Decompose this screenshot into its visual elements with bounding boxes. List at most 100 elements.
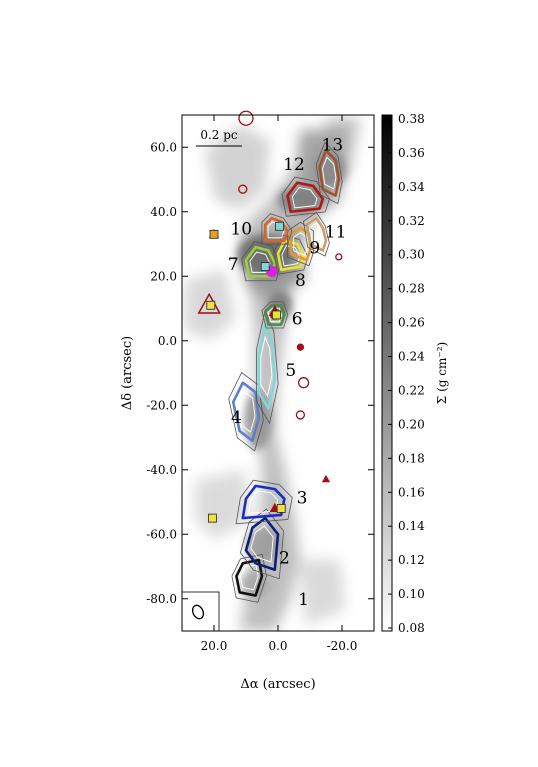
clump-contours: [228, 141, 343, 603]
y-tick-label: -60.0: [146, 527, 177, 541]
colorbar-tick-label: 0.28: [398, 282, 425, 296]
clump-6-outer-contour: [261, 301, 289, 329]
clump-2-contour: [244, 516, 280, 572]
clump-label: 8: [295, 271, 306, 291]
colorbar-ticks: 0.38 0.36 0.34 0.32 0.30 0.28 0.26 0.24 0.22 0.20…: [388, 112, 425, 635]
colorbar-tick-label: 0.38: [398, 112, 425, 126]
clump-1-inner-contour: [239, 564, 259, 591]
clump-3-contour: [241, 484, 286, 520]
colorbar-label: Σ (g cm⁻²): [435, 342, 449, 404]
colorbar-tick-label: 0.14: [398, 519, 425, 533]
y-tick-label: 0.0: [158, 334, 177, 348]
clump-11-contour: [305, 216, 328, 252]
clump-10-contour: [263, 216, 289, 243]
clump-13-inner-contour: [322, 156, 337, 190]
y-axis: 60.0 40.0 20.0 0.0 -20.0 -40.0 -60.0 -80.0: [146, 140, 374, 606]
clump-label: 7: [228, 255, 239, 275]
clump-10-outer-contour: [261, 213, 293, 245]
y-tick-label: -80.0: [146, 592, 177, 606]
clump-label: 9: [309, 239, 320, 259]
source-markers: [197, 110, 343, 523]
colorbar-tick-label: 0.36: [398, 146, 425, 160]
circle-marker: [295, 410, 306, 420]
clump-12-contour: [286, 181, 325, 214]
clump-label: 12: [283, 155, 305, 175]
colorbar-tick-label: 0.18: [398, 451, 425, 465]
x-tick-label: -20.0: [327, 639, 358, 653]
clump-4-outer-contour: [228, 371, 264, 452]
colorbar-tick-label: 0.32: [398, 214, 425, 228]
clump-9-outer-contour: [287, 221, 314, 267]
square-marker: [209, 229, 219, 239]
clump-9-contour: [289, 226, 312, 262]
square-marker: [276, 504, 286, 513]
circle-marker: [238, 184, 248, 194]
colorbar-tick-label: 0.16: [398, 485, 425, 499]
square-marker: [206, 300, 216, 310]
circle-marker: [296, 343, 305, 351]
y-tick-label: -40.0: [146, 463, 177, 477]
square-marker: [271, 310, 281, 320]
clump-4-inner-contour: [236, 390, 256, 433]
clump-12-inner-contour: [291, 187, 318, 209]
x-axis-label: Δα (arcsec): [240, 677, 315, 692]
scale-bar: 0.2 pc: [196, 128, 242, 147]
clump-2-outer-contour: [239, 508, 285, 580]
clump-3-inner-contour: [248, 490, 279, 514]
clump-13-outer-contour: [315, 141, 343, 205]
colorbar-gradient: [381, 114, 393, 632]
scale-bar-label: 0.2 pc: [200, 128, 238, 142]
clump-7-contour: [244, 245, 277, 278]
x-axis: 20.0 0.0 -20.0: [201, 115, 358, 653]
colorbar-tick-label: 0.30: [398, 248, 425, 262]
clump-1-outer-contour: [231, 553, 267, 603]
circle-marker: [238, 110, 254, 126]
clump-label: 11: [325, 223, 347, 243]
clump-label: 5: [285, 361, 296, 381]
colorbar-tick-label: 0.08: [398, 621, 425, 635]
clump-7-inner-contour: [249, 251, 271, 273]
clump-4-contour: [231, 381, 261, 443]
colorbar-tick-label: 0.24: [398, 350, 425, 364]
triangle-marker: [321, 474, 331, 483]
square-marker: [275, 221, 285, 231]
colorbar-tick-label: 0.34: [398, 180, 425, 194]
x-tick-label: 20.0: [201, 639, 228, 653]
clump-9-inner-contour: [293, 232, 308, 256]
colorbar-tick-label: 0.12: [398, 553, 425, 567]
y-tick-label: 60.0: [150, 140, 177, 154]
clump-13-contour: [318, 149, 341, 197]
clump-label: 6: [292, 310, 303, 330]
clump-2-inner-contour: [250, 525, 274, 563]
clump-11-inner-contour: [309, 222, 324, 247]
square-marker: [260, 262, 270, 271]
colorbar-tick-label: 0.26: [398, 316, 425, 330]
square-marker: [207, 513, 217, 523]
clump-label: 13: [322, 135, 344, 155]
clump-1-contour: [235, 558, 264, 597]
colorbar: 0.38 0.36 0.34 0.32 0.30 0.28 0.26 0.24 0.22 0.20…: [381, 112, 449, 635]
clump-label: 4: [231, 408, 242, 428]
colorbar-tick-label: 0.20: [398, 417, 425, 431]
clump-label: 2: [279, 548, 290, 568]
y-axis-label: Δδ (arcsec): [120, 336, 135, 410]
y-tick-label: 40.0: [150, 205, 177, 219]
clump-label: 1: [298, 590, 309, 610]
clump-label: 10: [230, 219, 252, 239]
y-tick-label: -20.0: [146, 398, 177, 412]
beam-inset: [181, 591, 220, 632]
clump-12-outer-contour: [281, 176, 330, 217]
colorbar-tick-label: 0.10: [398, 587, 425, 601]
triangle-marker: [269, 502, 280, 512]
clump-label: 3: [297, 489, 308, 509]
clump-5-inner-contour: [260, 335, 273, 398]
y-tick-label: 20.0: [150, 269, 177, 283]
clump-10-inner-contour: [267, 221, 285, 239]
circle-marker: [335, 253, 343, 261]
clump-6-inner-contour: [267, 307, 282, 323]
clump-3-outer-contour: [235, 479, 293, 525]
x-tick-label: 0.0: [268, 639, 287, 653]
clump-6-contour: [263, 303, 286, 326]
